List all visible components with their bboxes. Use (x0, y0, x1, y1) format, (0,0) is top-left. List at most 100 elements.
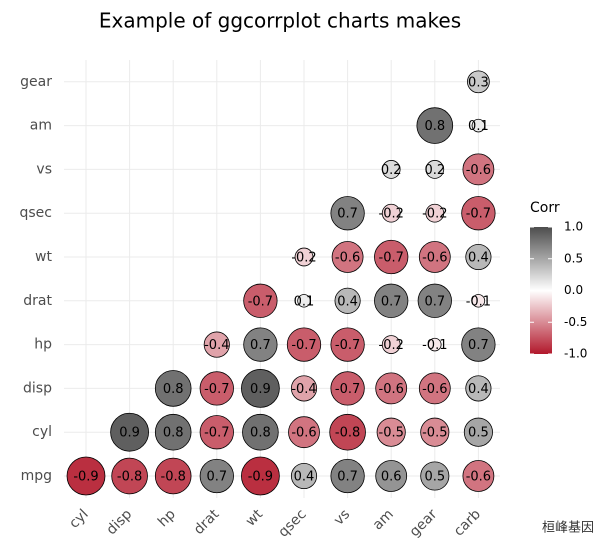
corr-circle (331, 241, 364, 273)
value-label: 0.5 (424, 470, 445, 485)
value-label: -0.8 (335, 426, 360, 441)
corr-circle (462, 153, 495, 186)
x-tick-label: drat (191, 506, 223, 538)
value-label: 0.2 (381, 163, 402, 178)
value-label: -0.7 (379, 251, 404, 266)
corr-circle (374, 283, 409, 318)
corr-circle (290, 375, 318, 402)
colorbar-label: 0.0 (564, 283, 583, 297)
value-label: 0.8 (163, 426, 184, 441)
y-tick-label: mpg (21, 468, 52, 484)
value-label: -0.9 (73, 470, 98, 485)
corr-circle (461, 327, 496, 362)
value-label: -0.7 (204, 382, 229, 397)
corr-circle (297, 294, 311, 308)
chart-title: Example of ggcorrplot charts makes (99, 9, 461, 33)
x-tick-label: disp (103, 506, 135, 538)
value-label: 0.2 (424, 163, 445, 178)
y-tick-label: disp (23, 380, 52, 396)
value-label: -0.1 (422, 338, 447, 353)
value-label: 0.5 (468, 426, 489, 441)
corr-circle (471, 118, 486, 133)
y-tick-label: hp (34, 337, 52, 353)
corr-circle (465, 375, 492, 402)
colorbar-label: -1.0 (564, 347, 587, 361)
value-label: -0.7 (291, 338, 316, 353)
value-label: -0.6 (466, 163, 491, 178)
value-label: 0.7 (250, 338, 271, 353)
y-tick-label: vs (36, 161, 52, 177)
corr-circle (416, 107, 454, 144)
value-label: 0.4 (294, 470, 315, 485)
value-label: 0.4 (468, 251, 489, 266)
y-tick-label: cyl (32, 424, 52, 440)
value-label: -0.6 (291, 426, 316, 441)
value-label: -0.2 (379, 207, 404, 222)
value-label: 0.7 (337, 207, 358, 222)
value-label: 0.9 (250, 382, 271, 397)
x-tick-label: vs (331, 506, 353, 528)
x-tick-label: carb (451, 506, 484, 539)
value-label: 0.4 (337, 294, 358, 309)
value-label: -0.8 (117, 470, 142, 485)
corr-circle (467, 70, 490, 94)
corr-circle (461, 196, 496, 231)
corr-circle (330, 196, 365, 231)
x-tick-label: qsec (275, 506, 309, 540)
value-label: -0.6 (335, 251, 360, 266)
value-label: 0.1 (294, 294, 315, 309)
colorbar-label: -0.5 (564, 315, 587, 329)
corr-circle (154, 370, 192, 407)
corr-circle (425, 160, 445, 179)
watermark: 桓峰基因 (542, 521, 594, 536)
corr-circle (376, 417, 406, 447)
colorbar-label: 1.0 (564, 220, 583, 234)
y-tick-label: am (30, 118, 52, 134)
value-label: -0.2 (422, 207, 447, 222)
corr-circle (465, 243, 492, 271)
corr-circle (294, 247, 314, 267)
corr-circle (199, 458, 234, 494)
corr-circle (428, 337, 442, 352)
y-tick-label: drat (23, 293, 52, 309)
value-label: 0.6 (381, 470, 402, 485)
corr-circle (375, 460, 408, 492)
value-label: -0.2 (291, 251, 316, 266)
corr-circle (330, 458, 365, 494)
x-tick-label: am (370, 506, 397, 533)
value-label: -0.7 (248, 294, 273, 309)
corr-circle (418, 372, 451, 405)
corr-circle (471, 294, 486, 308)
x-tick-label: cyl (66, 506, 91, 531)
value-label: 0.7 (468, 338, 489, 353)
corr-circle (420, 417, 450, 447)
corr-circle (417, 283, 452, 318)
corr-circle (288, 416, 320, 449)
value-label: -0.7 (466, 207, 491, 222)
corr-circle (110, 412, 149, 452)
x-tick-label: gear (407, 506, 441, 540)
value-label: -0.7 (335, 338, 360, 353)
value-label: -0.7 (335, 382, 360, 397)
corr-circle (381, 203, 401, 223)
value-label: -0.6 (379, 382, 404, 397)
corr-circle (330, 371, 365, 406)
corr-circle (418, 241, 451, 273)
corr-circle (425, 203, 445, 223)
value-label: 0.7 (337, 470, 358, 485)
corr-circle (241, 369, 280, 408)
value-label: 0.4 (468, 382, 489, 397)
value-label: -0.5 (422, 426, 447, 441)
y-tick-label: gear (20, 74, 52, 90)
corr-circle (463, 417, 493, 447)
corr-circle (199, 371, 234, 406)
corr-circle (66, 456, 106, 496)
corr-circle (381, 160, 401, 179)
value-label: 0.3 (468, 75, 489, 90)
corr-circle (290, 462, 318, 490)
value-label: -0.7 (204, 426, 229, 441)
value-label: 0.1 (468, 119, 489, 134)
value-label: 0.9 (119, 426, 140, 441)
corr-circle (375, 372, 408, 405)
